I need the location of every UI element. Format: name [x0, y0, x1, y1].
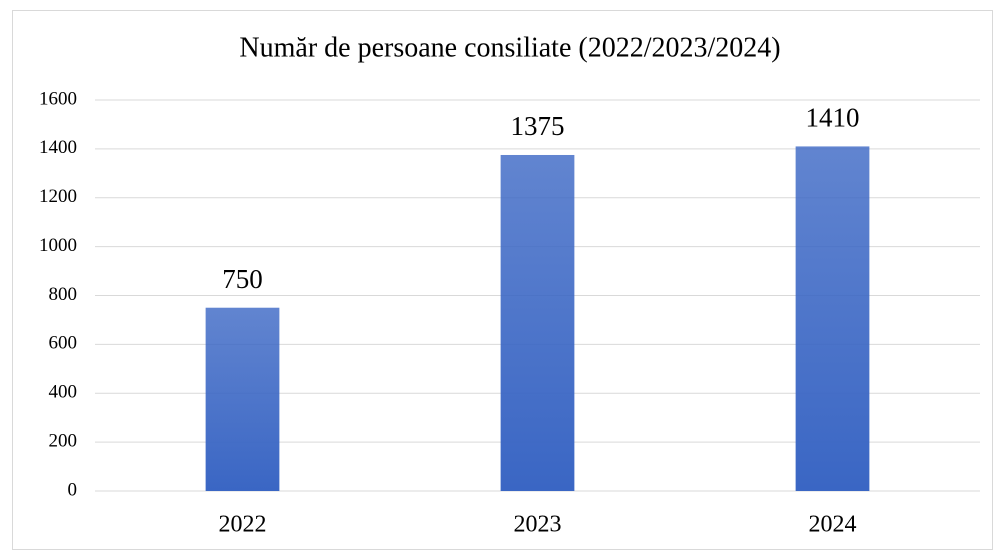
- data-label: 750: [222, 264, 263, 294]
- x-tick-label: 2023: [514, 512, 562, 538]
- y-tick-label: 400: [49, 382, 78, 403]
- data-label: 1375: [511, 111, 565, 141]
- y-tick-label: 1000: [39, 235, 77, 256]
- chart-title: Număr de persoane consiliate (2022/2023/…: [239, 32, 780, 63]
- x-tick-label: 2024: [809, 512, 857, 538]
- x-tick-label: 2022: [219, 512, 267, 538]
- y-tick-label: 0: [68, 479, 78, 500]
- y-tick-label: 1600: [39, 88, 77, 109]
- bar: [795, 146, 870, 491]
- y-tick-label: 1400: [39, 137, 77, 158]
- y-tick-label: 800: [49, 284, 78, 305]
- y-tick-label: 600: [49, 333, 78, 354]
- y-tick-label: 1200: [39, 186, 77, 207]
- y-tick-label: 200: [49, 430, 78, 451]
- bar: [205, 307, 280, 491]
- bar: [500, 154, 575, 491]
- data-label: 1410: [806, 103, 860, 133]
